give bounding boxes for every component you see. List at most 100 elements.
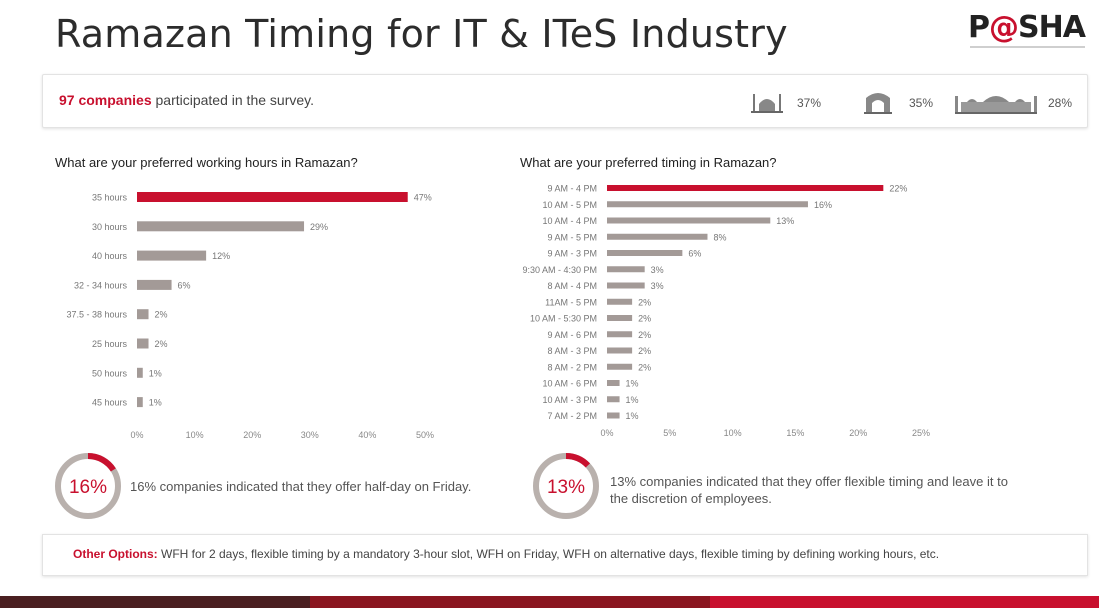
value-label: 2% <box>638 330 651 340</box>
bar <box>607 347 633 354</box>
half-day-ring: 16% <box>55 453 121 519</box>
bar <box>607 266 645 273</box>
bar <box>607 233 708 240</box>
other-options: Other Options: WFH for 2 days, flexible … <box>73 547 939 561</box>
other-options-label: Other Options: <box>73 547 158 561</box>
bar <box>607 201 808 208</box>
bar <box>137 397 143 408</box>
category-label: 37.5 - 38 hours <box>66 310 127 320</box>
category-label: 9 AM - 6 PM <box>547 330 597 340</box>
stat-mosque: 37% <box>751 88 826 114</box>
timing-chart: 9 AM - 4 PM 22% 10 AM - 5 PM 16% 10 AM - 4 P… <box>522 184 930 439</box>
footer-bar <box>0 596 1099 608</box>
logo-tagline <box>970 46 1085 48</box>
bar <box>607 217 771 224</box>
value-label: 2% <box>638 346 651 356</box>
stat-monument: 35% <box>861 88 936 114</box>
bar <box>607 412 620 419</box>
x-tick-label: 10% <box>724 428 742 438</box>
x-tick-label: 15% <box>786 428 804 438</box>
ring-label: 13% <box>547 477 585 498</box>
bar <box>137 221 305 232</box>
bar <box>607 396 620 403</box>
page-title: Ramazan Timing for IT & ITeS Industry <box>55 12 788 56</box>
value-label: 13% <box>776 216 794 226</box>
summary-panel: 97 companies participated in the survey.… <box>42 74 1088 128</box>
footer-segment-mid <box>310 596 710 608</box>
category-label: 9 AM - 3 PM <box>547 249 597 259</box>
bar <box>137 279 172 290</box>
stat-palace-value: 28% <box>1048 96 1073 110</box>
summary-text: participated in the survey. <box>151 92 314 108</box>
bar <box>607 250 683 256</box>
category-label: 45 hours <box>92 398 128 408</box>
companies-count: 97 companies <box>59 92 152 108</box>
value-label: 2% <box>638 297 651 307</box>
pasha-logo: P@SHA <box>968 10 1088 50</box>
value-label: 2% <box>155 310 168 320</box>
category-label: 8 AM - 3 PM <box>547 346 597 356</box>
bar <box>137 309 149 320</box>
footer-segment-bright <box>710 596 1099 608</box>
x-tick-label: 0% <box>600 428 613 438</box>
value-label: 8% <box>713 232 726 242</box>
value-label: 1% <box>626 395 639 405</box>
category-label: 9 AM - 4 PM <box>547 184 597 194</box>
x-tick-label: 50% <box>416 430 434 440</box>
x-tick-label: 20% <box>849 428 867 438</box>
category-label: 7 AM - 2 PM <box>547 411 597 421</box>
bar <box>137 250 207 261</box>
value-label: 1% <box>626 379 639 389</box>
category-label: 50 hours <box>92 368 128 378</box>
bar <box>607 185 884 191</box>
chart-hours-title: What are your preferred working hours in… <box>55 155 358 170</box>
stat-monument-value: 35% <box>909 96 934 110</box>
category-label: 9 AM - 5 PM <box>547 232 597 242</box>
category-label: 11AM - 5 PM <box>545 297 597 307</box>
category-label: 40 hours <box>92 251 128 261</box>
value-label: 1% <box>149 398 162 408</box>
x-tick-label: 25% <box>912 428 930 438</box>
bar <box>607 380 620 386</box>
footer-segment-dark <box>0 596 310 608</box>
bar <box>607 298 633 305</box>
bar <box>607 315 633 321</box>
value-label: 2% <box>155 339 168 349</box>
value-label: 29% <box>310 222 328 232</box>
bar <box>137 338 149 349</box>
mosque-icon <box>751 94 783 113</box>
half-day-text: 16% companies indicated that they offer … <box>130 479 472 494</box>
bar <box>607 282 645 289</box>
other-options-panel: Other Options: WFH for 2 days, flexible … <box>42 534 1088 576</box>
palace-icon <box>955 96 1037 114</box>
category-label: 10 AM - 4 PM <box>542 216 597 226</box>
value-label: 47% <box>414 193 432 203</box>
category-label: 8 AM - 2 PM <box>547 362 597 372</box>
value-label: 3% <box>651 265 664 275</box>
category-label: 10 AM - 5:30 PM <box>530 314 597 324</box>
bar <box>607 331 633 338</box>
other-options-text: WFH for 2 days, flexible timing by a man… <box>157 547 940 561</box>
x-tick-label: 5% <box>663 428 676 438</box>
category-label: 10 AM - 3 PM <box>542 395 597 405</box>
x-tick-label: 0% <box>130 430 143 440</box>
working-hours-chart: 35 hours 47% 30 hours 29% 40 hours 12% 32 - 34… <box>66 192 434 440</box>
bar <box>137 367 143 378</box>
value-label: 3% <box>651 281 664 291</box>
value-label: 16% <box>814 200 832 210</box>
bar <box>137 192 408 202</box>
ring-progress <box>565 453 591 468</box>
x-tick-label: 30% <box>301 430 319 440</box>
ring-label: 16% <box>69 477 107 498</box>
stat-mosque-value: 37% <box>797 96 822 110</box>
category-label: 10 AM - 5 PM <box>542 200 597 210</box>
value-label: 22% <box>889 184 907 194</box>
category-label: 8 AM - 4 PM <box>547 281 597 291</box>
category-label: 9:30 AM - 4:30 PM <box>522 265 597 275</box>
category-label: 30 hours <box>92 222 128 232</box>
flexible-text: 13% companies indicated that they offer … <box>610 474 1008 506</box>
value-label: 2% <box>638 362 651 372</box>
value-label: 12% <box>212 251 230 261</box>
ring-progress <box>87 453 116 472</box>
flexible-ring: 13% <box>533 453 599 519</box>
